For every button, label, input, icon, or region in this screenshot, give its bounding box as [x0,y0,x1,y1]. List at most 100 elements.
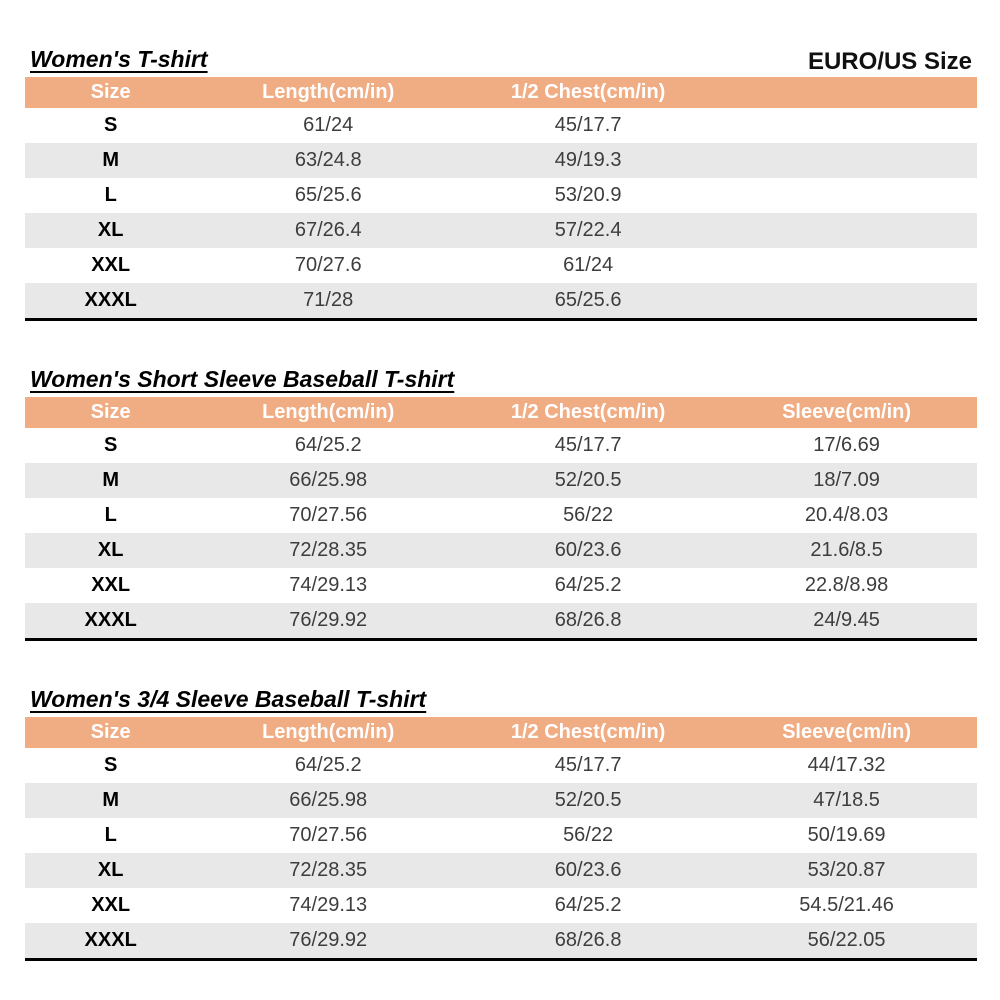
value-cell: 70/27.56 [289,824,368,846]
table-row: L 70/27.56 56/22 20.4/8.03 [25,498,977,533]
value-cell: 17/6.69 [813,434,880,456]
value-cell: 47/18.5 [813,789,880,811]
chart-title: Women's Short Sleeve Baseball T-shirt [30,366,455,392]
value-cell [716,178,977,213]
size-cell: XL [97,859,124,881]
value-cell [716,283,977,320]
column-header: Length(cm/in) [196,717,461,748]
table-row: S 64/25.2 45/17.7 17/6.69 [25,428,977,463]
size-cell: S [104,754,118,776]
value-cell [716,213,977,248]
column-header: Length(cm/in) [196,77,461,108]
size-chart-section: Women's T-shirt Size Length(cm/in) 1/2 Che… [25,46,977,321]
chart-title: Women's T-shirt [30,46,208,72]
value-cell: 72/28.35 [289,539,368,561]
value-cell: 57/22.4 [554,219,622,241]
value-cell: 60/23.6 [554,859,622,881]
value-cell: 50/19.69 [807,824,886,846]
value-cell: 52/20.5 [554,789,622,811]
size-chart-section: Women's 3/4 Sleeve Baseball T-shirt Size… [25,686,977,961]
column-header: Length(cm/in) [196,397,461,428]
table-row: XXL 74/29.13 64/25.2 22.8/8.98 [25,568,977,603]
value-cell: 70/27.6 [294,254,362,276]
size-cell: L [104,824,117,846]
table-header-row: Size Length(cm/in) 1/2 Chest(cm/in) Sleeve(… [25,397,977,428]
value-cell: 68/26.8 [554,609,622,631]
value-cell: 64/25.2 [294,754,362,776]
value-cell: 45/17.7 [554,434,622,456]
table-row: M 66/25.98 52/20.5 18/7.09 [25,463,977,498]
table-row: XXXL 76/29.92 68/26.8 56/22.05 [25,923,977,960]
column-header: Size [25,397,197,428]
value-cell: 65/25.6 [554,289,622,311]
value-cell: 49/19.3 [554,149,622,171]
size-cell: XXL [91,574,131,596]
column-header: Size [25,717,197,748]
column-header: 1/2 Chest(cm/in) [460,717,717,748]
value-cell: 56/22 [563,824,614,846]
value-cell: 71/28 [303,289,354,311]
size-cell: XXL [91,894,131,916]
value-cell: 44/17.32 [807,754,886,776]
column-header: Size [25,77,197,108]
table-row: XXL 74/29.13 64/25.2 54.5/21.46 [25,888,977,923]
table-row: S 64/25.2 45/17.7 44/17.32 [25,748,977,783]
table-row: M 63/24.8 49/19.3 [25,143,977,178]
column-header [716,77,977,108]
value-cell: 70/27.56 [289,504,368,526]
size-cell: XXXL [84,929,137,951]
table-row: M 66/25.98 52/20.5 47/18.5 [25,783,977,818]
size-cell: S [104,114,118,136]
column-header: Sleeve(cm/in) [716,717,977,748]
size-cell: L [104,184,117,206]
size-cell: XL [97,539,124,561]
value-cell: 64/25.2 [554,574,622,596]
value-cell: 45/17.7 [554,114,622,136]
value-cell: 65/25.6 [294,184,362,206]
size-chart-sections: Women's T-shirt Size Length(cm/in) 1/2 Che… [25,46,977,961]
value-cell: 64/25.2 [294,434,362,456]
value-cell [716,248,977,283]
size-table: Size Length(cm/in) 1/2 Chest(cm/in) Sleeve(… [25,717,977,961]
value-cell: 18/7.09 [813,469,880,491]
table-row: XL 72/28.35 60/23.6 53/20.87 [25,853,977,888]
size-cell: M [102,149,120,171]
table-row: XXXL 71/28 65/25.6 [25,283,977,320]
size-cell: L [104,504,117,526]
table-row: XXXL 76/29.92 68/26.8 24/9.45 [25,603,977,640]
value-cell: 68/26.8 [554,929,622,951]
value-cell [716,143,977,178]
value-cell: 53/20.9 [554,184,622,206]
size-cell: XXXL [84,609,137,631]
value-cell: 72/28.35 [289,859,368,881]
value-cell: 54.5/21.46 [799,894,894,916]
size-cell: XL [97,219,124,241]
table-row: L 65/25.6 53/20.9 [25,178,977,213]
value-cell: 56/22 [563,504,614,526]
value-cell: 53/20.87 [807,859,886,881]
size-table: Size Length(cm/in) 1/2 Chest(cm/in) Sleeve(… [25,397,977,641]
value-cell: 66/25.98 [289,469,368,491]
size-cell: S [104,434,118,456]
value-cell: 76/29.92 [289,929,368,951]
table-row: L 70/27.56 56/22 50/19.69 [25,818,977,853]
value-cell: 61/24 [563,254,614,276]
value-cell: 52/20.5 [554,469,622,491]
value-cell: 66/25.98 [289,789,368,811]
value-cell: 45/17.7 [554,754,622,776]
value-cell [716,108,977,143]
value-cell: 64/25.2 [554,894,622,916]
table-row: XL 67/26.4 57/22.4 [25,213,977,248]
column-header: 1/2 Chest(cm/in) [460,397,717,428]
table-header-row: Size Length(cm/in) 1/2 Chest(cm/in) [25,77,977,108]
column-header: 1/2 Chest(cm/in) [460,77,717,108]
column-header: Sleeve(cm/in) [716,397,977,428]
size-cell: XXXL [84,289,137,311]
value-cell: 67/26.4 [294,219,362,241]
value-cell: 20.4/8.03 [804,504,889,526]
size-cell: XXL [91,254,131,276]
value-cell: 74/29.13 [289,574,368,596]
size-cell: M [102,789,120,811]
size-chart-section: Women's Short Sleeve Baseball T-shirt Si… [25,366,977,641]
